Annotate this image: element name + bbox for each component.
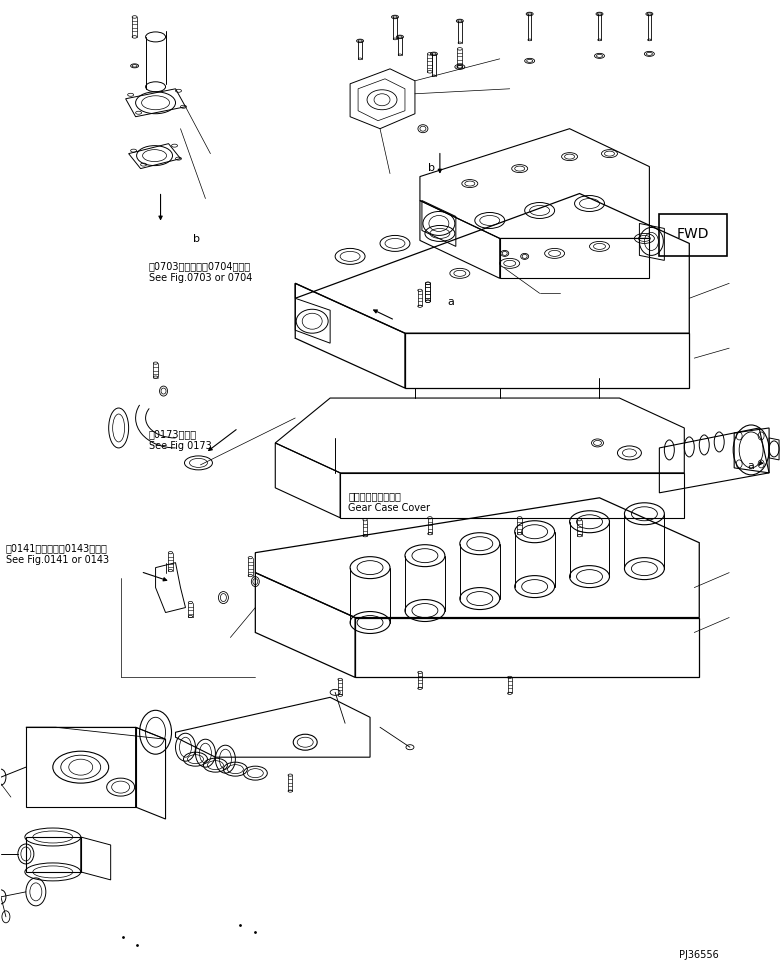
Text: 第0173図参照: 第0173図参照 [148,429,197,438]
Text: See Fig 0173: See Fig 0173 [148,440,212,451]
Text: FWD: FWD [677,227,709,241]
Text: 第0141図または第0143図参照: 第0141図または第0143図参照 [6,542,108,553]
Text: See Fig.0703 or 0704: See Fig.0703 or 0704 [148,273,252,283]
Text: b: b [194,234,201,244]
Text: PJ36556: PJ36556 [679,949,719,959]
Text: 第0703図または第0704図参照: 第0703図または第0704図参照 [148,261,251,271]
Text: a: a [747,460,754,470]
Text: b: b [428,162,435,172]
Text: See Fig.0141 or 0143: See Fig.0141 or 0143 [6,554,109,564]
Text: Gear Case Cover: Gear Case Cover [348,503,430,512]
Text: a: a [448,297,455,307]
Text: ギヤーケースカバー: ギヤーケースカバー [348,490,401,501]
